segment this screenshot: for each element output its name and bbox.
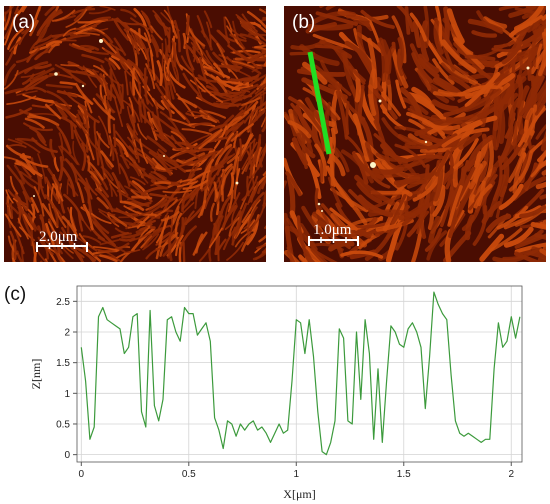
- y-tick-label: 1: [64, 389, 70, 400]
- afm-texture-a: [4, 6, 266, 262]
- line-profile-marker: [307, 51, 332, 155]
- x-axis-title: X[μm]: [283, 487, 315, 501]
- x-tick-label: 2: [508, 469, 514, 480]
- y-axis-title: Z[nm]: [29, 359, 43, 390]
- panel-label-a: (a): [12, 12, 36, 33]
- scale-bar-a: 2.0μm: [36, 229, 88, 252]
- scale-bar-a-text: 2.0μm: [39, 229, 78, 245]
- height-profile-chart: 0 0.5 1 1.5 2 0 0.5 1 1.5 2 2.5 X[μm] Z[nm]: [29, 285, 523, 501]
- panel-label-c: (c): [4, 284, 27, 305]
- x-tick-label: 1: [293, 469, 299, 480]
- scale-bar-b-text: 1.0μm: [313, 222, 352, 238]
- y-tick-label: 2: [64, 327, 70, 338]
- panel-label-b: (b): [292, 12, 316, 33]
- y-tick-label: 0: [64, 450, 70, 461]
- y-tick-label: 0.5: [56, 419, 70, 430]
- plot-frame: [76, 285, 523, 463]
- y-tick-label: 1.5: [56, 358, 70, 369]
- x-tick-label: 0: [79, 469, 85, 480]
- afm-image-a: (a) 2.0μm: [4, 6, 266, 262]
- profile-line: [80, 291, 521, 456]
- x-tick-label: 0.5: [182, 469, 196, 480]
- scale-bar-b: 1.0μm: [308, 222, 359, 246]
- y-tick-label: 2.5: [56, 297, 70, 308]
- x-tick-label: 1.5: [397, 469, 411, 480]
- afm-image-b: (b) 1.0μm: [284, 6, 546, 262]
- grid: [77, 286, 522, 462]
